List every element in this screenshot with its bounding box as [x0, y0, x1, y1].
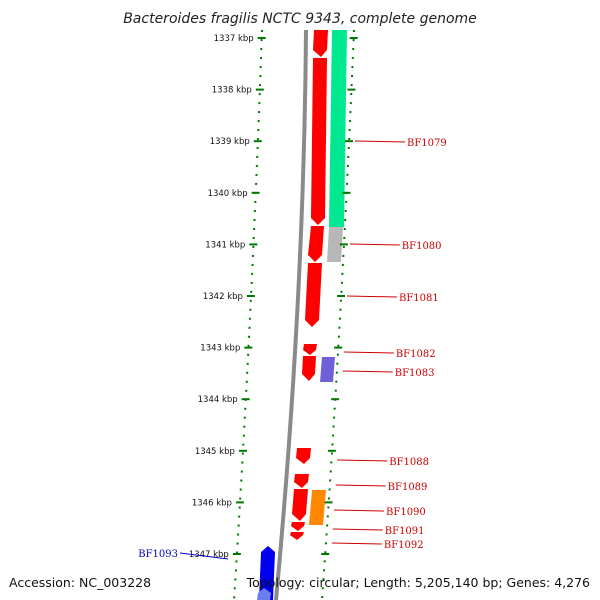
gene-arrow [308, 226, 324, 262]
gene-arrow [313, 30, 328, 57]
gene-arrow-reverse [257, 588, 271, 600]
forward-gene-arrows [290, 30, 328, 540]
gene-arrow [291, 522, 305, 531]
gene-label[interactable]: BF1079 [407, 138, 447, 149]
scale-tick-label: 1345 kbp [195, 447, 235, 457]
scale-ticks: 1337 kbp 1338 kbp 1339 kbp 1340 kbp 1341 kbp… [189, 34, 358, 560]
gene-arrow-reverse [259, 546, 275, 600]
accession-text: Accession: NC_003228 [9, 575, 151, 590]
gene-label[interactable]: BF1091 [385, 526, 425, 537]
gene-arrow [302, 356, 316, 381]
gene-label[interactable]: BF1082 [396, 349, 436, 360]
gene-label[interactable]: BF1089 [388, 482, 428, 493]
genome-backbone [274, 29, 308, 600]
gene-label-leader [346, 295, 398, 298]
scale-tick-label: 1346 kbp [192, 498, 232, 508]
gene-label[interactable]: BF1088 [389, 457, 429, 468]
gene-label[interactable]: BF1093 [138, 549, 178, 560]
scale-tick-label: 1347 kbp [189, 550, 229, 560]
scale-tick-label: 1340 kbp [208, 189, 248, 199]
scale-tick-label: 1337 kbp [214, 34, 254, 44]
gene-label[interactable]: BF1090 [386, 507, 426, 518]
topology-text: Topology: circular; Length: 5,205,140 bp… [246, 575, 590, 590]
scale-tick-label: 1339 kbp [210, 137, 250, 147]
scale-tick-label: 1338 kbp [212, 86, 252, 96]
gene-label-leader [179, 552, 229, 560]
map-title: Bacteroides fragilis NCTC 9343, complete… [123, 11, 477, 27]
gene-label-leader [334, 509, 385, 512]
gene-label[interactable]: BF1080 [402, 241, 442, 252]
gene-label-leader [337, 459, 388, 462]
gene-label-leader [335, 484, 386, 487]
gene-label-leader [343, 351, 394, 354]
gene-label[interactable]: BF1092 [384, 540, 424, 551]
cds-track-grey [327, 227, 343, 262]
gene-arrow [290, 532, 304, 540]
scale-tick-label: 1343 kbp [200, 344, 240, 354]
gene-label-leader [331, 542, 382, 545]
gene-arrow [294, 474, 309, 488]
cds-tracks [309, 30, 347, 525]
cds-block-purple [320, 357, 335, 382]
gene-arrow [303, 344, 317, 355]
gene-arrow [305, 263, 322, 327]
gene-arrow [296, 448, 311, 464]
gene-label-leader [342, 370, 393, 373]
scale-tick-label: 1344 kbp [198, 395, 238, 405]
scale-tick-label: 1342 kbp [203, 292, 243, 302]
reverse-gene-arrows [257, 546, 275, 600]
cds-block-orange [309, 490, 326, 525]
left-dotted-track [233, 29, 263, 600]
scale-tick-label: 1341 kbp [205, 240, 245, 250]
cds-track-green [329, 30, 347, 227]
gene-label-leader [349, 243, 400, 246]
gene-labels: BF1079 BF1080 BF1081 BF1082 BF1083 BF1088 BF10… [138, 138, 446, 560]
gene-label[interactable]: BF1081 [399, 293, 439, 304]
gene-label[interactable]: BF1083 [395, 368, 435, 379]
gene-arrow [292, 489, 308, 521]
gene-arrow [311, 58, 327, 225]
gene-label-leader [354, 140, 405, 143]
gene-label-leader [332, 528, 383, 531]
